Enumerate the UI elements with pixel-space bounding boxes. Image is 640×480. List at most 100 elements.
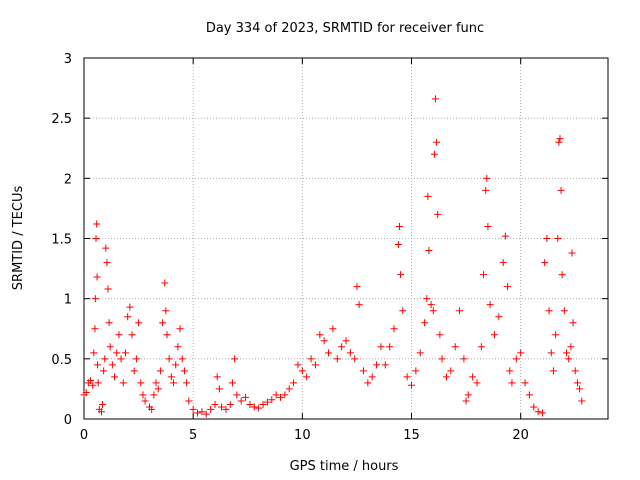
data-point — [90, 349, 98, 357]
data-point — [132, 355, 140, 363]
data-point — [93, 273, 101, 281]
data-point — [543, 235, 551, 242]
data-point — [198, 408, 206, 416]
data-point — [504, 283, 512, 291]
y-axis-title: SRMTID / TECUs — [11, 186, 26, 291]
data-point — [156, 367, 164, 375]
data-point — [567, 343, 575, 351]
data-point — [484, 222, 492, 230]
data-point — [563, 349, 571, 357]
data-point — [554, 235, 562, 242]
data-point — [180, 367, 188, 375]
data-point — [394, 241, 402, 249]
data-point — [368, 373, 376, 381]
data-point — [103, 259, 111, 267]
data-point — [246, 401, 254, 409]
data-point — [576, 385, 584, 393]
data-point — [338, 343, 346, 351]
data-point — [93, 220, 101, 228]
data-point — [434, 210, 442, 218]
data-point — [307, 355, 315, 363]
data-point — [165, 355, 173, 363]
y-tick-label: 0.5 — [51, 353, 72, 368]
data-point — [436, 331, 444, 339]
data-point — [499, 259, 507, 267]
data-point — [578, 397, 586, 405]
data-point — [549, 367, 557, 375]
data-point — [228, 379, 236, 387]
data-points — [80, 95, 586, 418]
data-point — [506, 367, 514, 375]
data-point — [139, 391, 147, 399]
data-point — [150, 391, 158, 399]
data-point — [113, 349, 121, 357]
data-point — [303, 373, 311, 381]
data-point — [242, 393, 250, 401]
data-point — [115, 331, 123, 339]
data-point — [423, 295, 431, 303]
data-point — [480, 271, 488, 279]
chart-title: Day 334 of 2023, SRMTID for receiver fun… — [206, 21, 484, 36]
data-point — [555, 138, 563, 146]
data-point — [162, 307, 170, 315]
data-point — [91, 325, 99, 333]
data-point — [121, 349, 129, 357]
data-point — [460, 355, 468, 363]
data-point — [568, 249, 576, 257]
y-tick-label: 2 — [64, 172, 72, 187]
data-point — [525, 391, 533, 399]
data-point — [170, 379, 178, 387]
data-point — [433, 138, 441, 146]
data-point — [159, 319, 167, 327]
data-point — [154, 385, 162, 393]
y-tick-label: 1.5 — [51, 233, 72, 248]
x-tick-label: 5 — [189, 428, 197, 443]
data-point — [556, 135, 564, 143]
data-point — [111, 373, 119, 381]
data-point — [226, 401, 234, 409]
data-point — [447, 367, 455, 375]
data-point — [462, 397, 470, 405]
data-point — [215, 385, 223, 393]
data-point — [541, 259, 549, 267]
data-point — [355, 301, 363, 309]
y-tick-label: 2.5 — [51, 112, 72, 127]
data-point — [456, 307, 464, 315]
data-point — [325, 349, 333, 357]
data-point — [530, 403, 538, 411]
data-point — [128, 331, 136, 339]
data-point — [218, 403, 226, 411]
data-point — [573, 379, 581, 387]
data-point — [89, 381, 97, 389]
y-tick-label: 0 — [64, 413, 72, 428]
data-point — [560, 307, 568, 315]
data-point — [464, 391, 472, 399]
data-point — [100, 367, 108, 375]
data-point — [421, 319, 429, 327]
x-tick-label: 20 — [512, 428, 529, 443]
data-point — [399, 307, 407, 315]
data-point — [329, 325, 337, 333]
data-point — [477, 343, 485, 351]
y-tick-label: 1 — [64, 293, 72, 308]
data-point — [381, 361, 389, 369]
data-point — [222, 405, 230, 413]
data-point — [97, 408, 105, 416]
data-point — [386, 343, 394, 351]
data-point — [141, 397, 149, 405]
data-point — [569, 319, 577, 327]
data-point — [539, 409, 546, 417]
data-point — [408, 381, 415, 389]
data-point — [290, 379, 298, 387]
data-point — [108, 361, 116, 369]
data-point — [259, 401, 267, 409]
data-point — [161, 279, 169, 287]
x-axis-title: GPS time / hours — [290, 459, 399, 474]
data-point — [207, 405, 215, 413]
data-point — [250, 403, 258, 411]
data-point — [486, 301, 494, 309]
data-point — [571, 367, 579, 375]
x-tick-label: 0 — [80, 428, 88, 443]
data-point — [294, 361, 302, 369]
data-point — [346, 349, 354, 357]
